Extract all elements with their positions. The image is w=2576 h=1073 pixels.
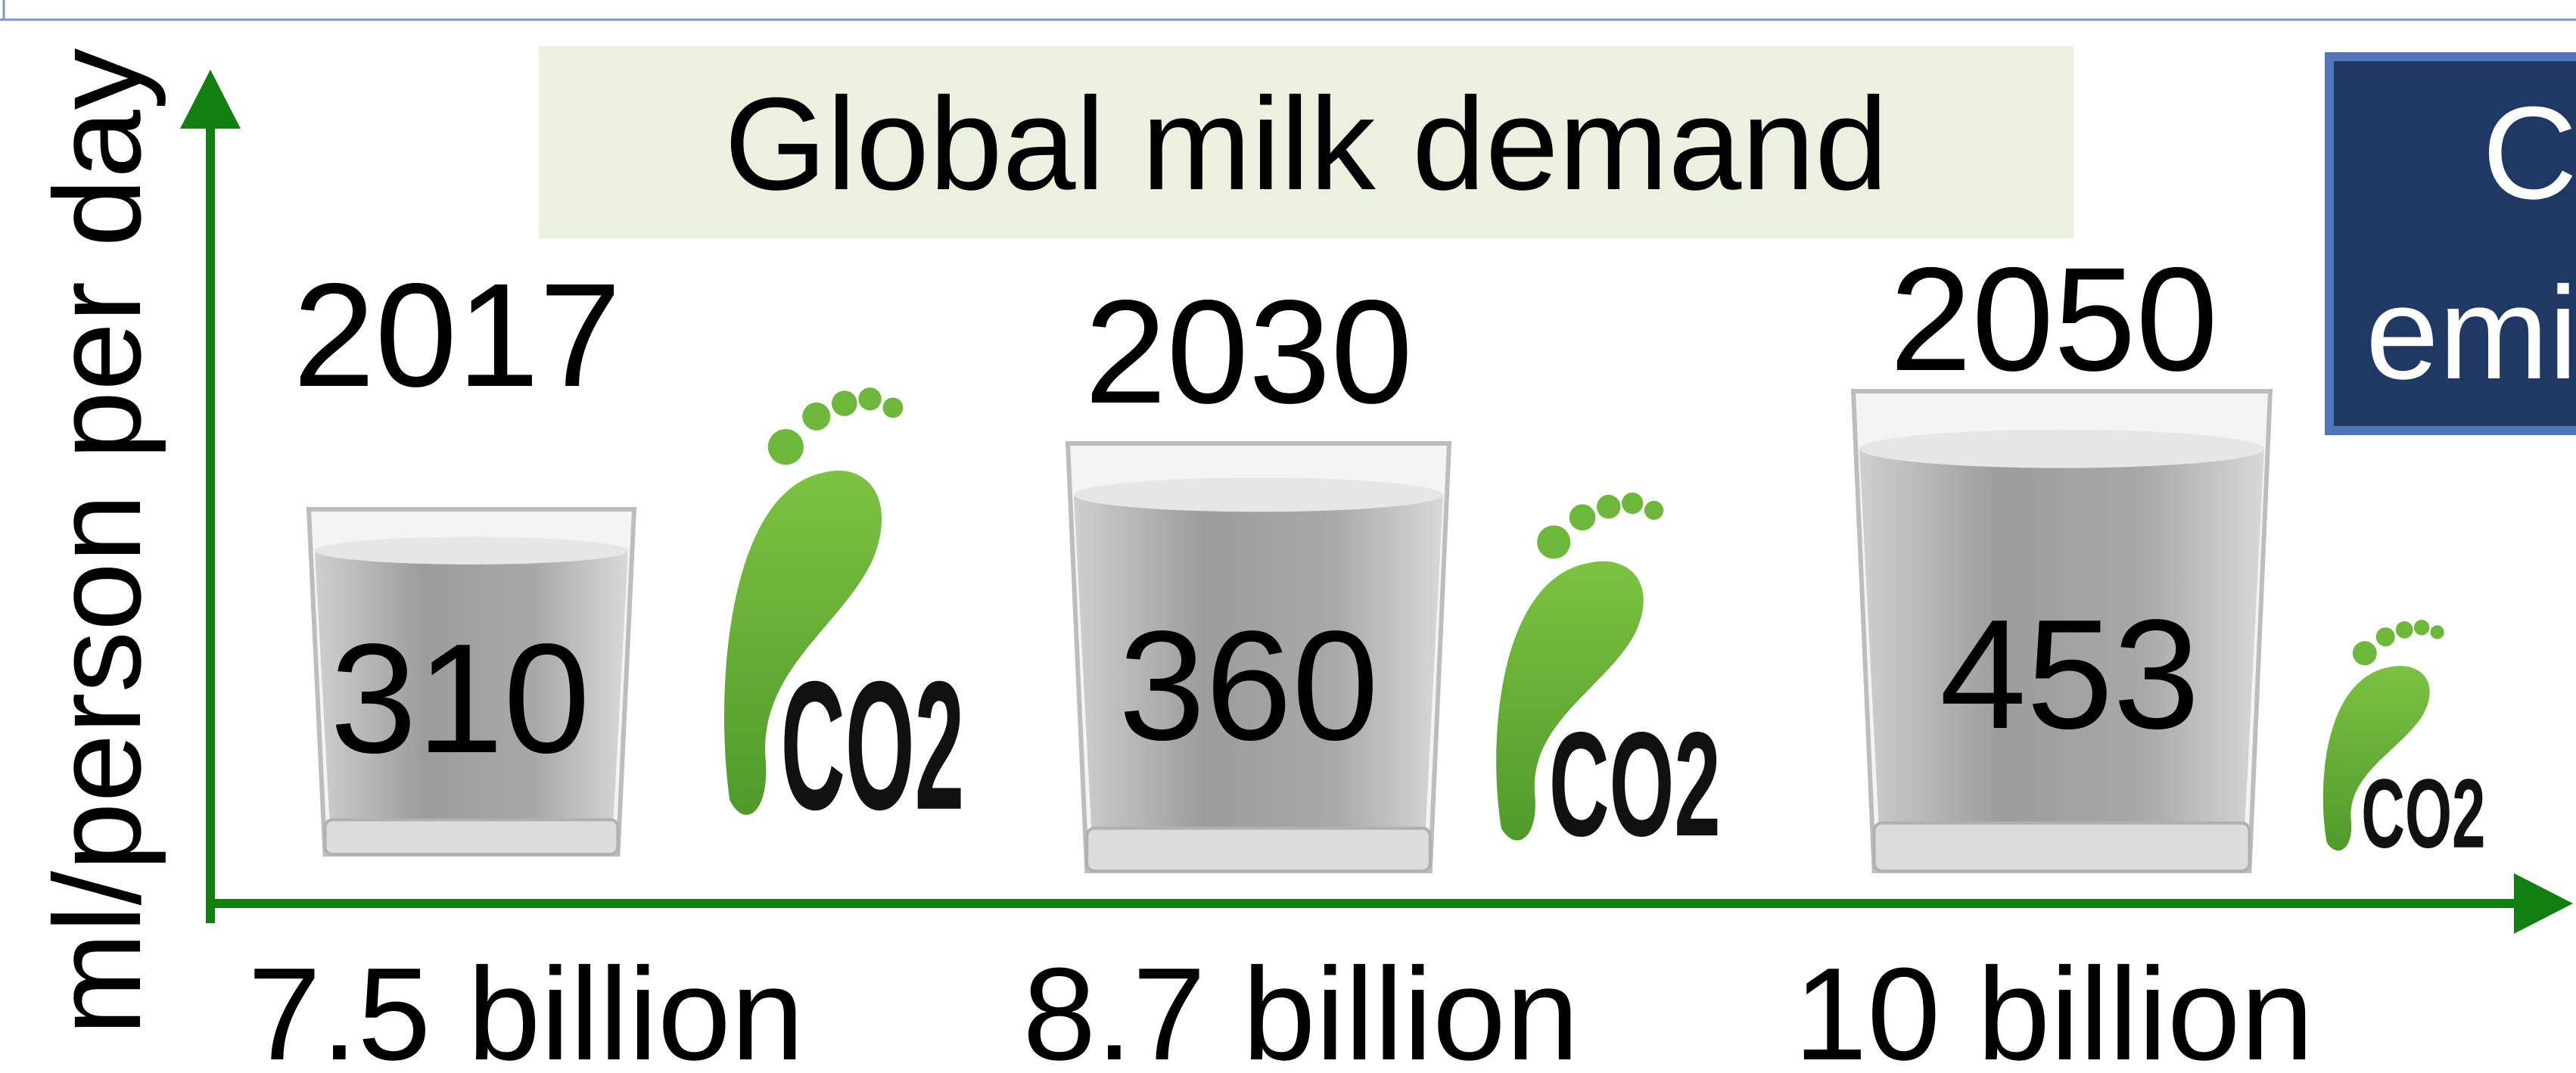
footprint-toe: [2414, 620, 2430, 636]
footprint-toe: [882, 397, 903, 418]
items: 2017 310 7.5 billion CO2 2030 360 8.7 billion C…: [247, 237, 2485, 1073]
footprint-toe: [2353, 641, 2377, 665]
value: 360: [1118, 599, 1379, 773]
glass-base: [325, 820, 618, 854]
footprint-toe: [768, 429, 804, 465]
year: 2050: [1890, 237, 2218, 402]
footprint-toe: [1644, 501, 1663, 520]
population: 10 billion: [1794, 940, 2314, 1073]
footprint-toe: [2396, 621, 2413, 639]
glass-base: [1874, 823, 2250, 871]
footprint-label: CO2: [2361, 759, 2485, 869]
x-arrow: [2514, 873, 2573, 934]
footprint-toe: [1537, 525, 1570, 558]
side-box-text: C: [2482, 79, 2576, 226]
y-axis-label: ml/person per day: [28, 48, 166, 1035]
footprint-toe: [832, 390, 857, 416]
population: 7.5 billion: [247, 940, 804, 1073]
footprint-toe: [1597, 495, 1621, 519]
footprint-label: CO2: [1549, 701, 1721, 867]
item: 2030 360 8.7 billion CO2: [1022, 269, 1720, 1073]
population: 8.7 billion: [1022, 940, 1579, 1073]
footprint-toe: [1570, 504, 1596, 530]
footprint-label: CO2: [781, 644, 965, 848]
year: 2017: [293, 253, 621, 418]
footprint-toe: [802, 403, 830, 431]
milk-surface: [1074, 477, 1443, 512]
footprint-toe: [1622, 493, 1643, 514]
side-box-text: emi: [2366, 259, 2576, 406]
value: 453: [1940, 587, 2200, 761]
footprint-toe: [2376, 627, 2395, 646]
title: Global milk demand: [724, 70, 1888, 217]
footprint-toe: [858, 387, 881, 410]
item: 2017 310 7.5 billion CO2: [247, 253, 964, 1073]
value: 310: [330, 611, 590, 785]
footprint-toe: [2430, 625, 2444, 639]
glass-base: [1087, 829, 1430, 872]
slide: Global milk demand ml/person per day C e…: [0, 0, 2576, 1073]
page: { "title": "Global milk demand", "y_axis…: [0, 0, 2576, 1073]
milk-surface: [1859, 430, 2264, 468]
y-arrow: [180, 70, 241, 129]
milk-surface: [315, 536, 628, 564]
year: 2030: [1084, 269, 1413, 434]
